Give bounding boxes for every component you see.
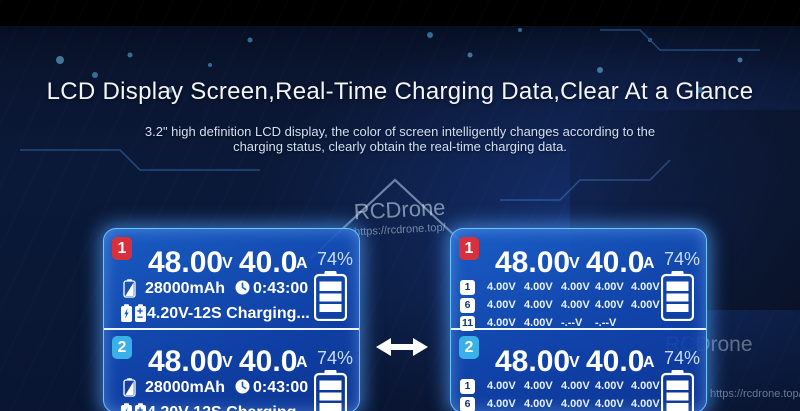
svg-text:RCDrone: RCDrone [353, 195, 446, 225]
svg-text:https://rcdrone.top/: https://rcdrone.top/ [354, 222, 447, 239]
